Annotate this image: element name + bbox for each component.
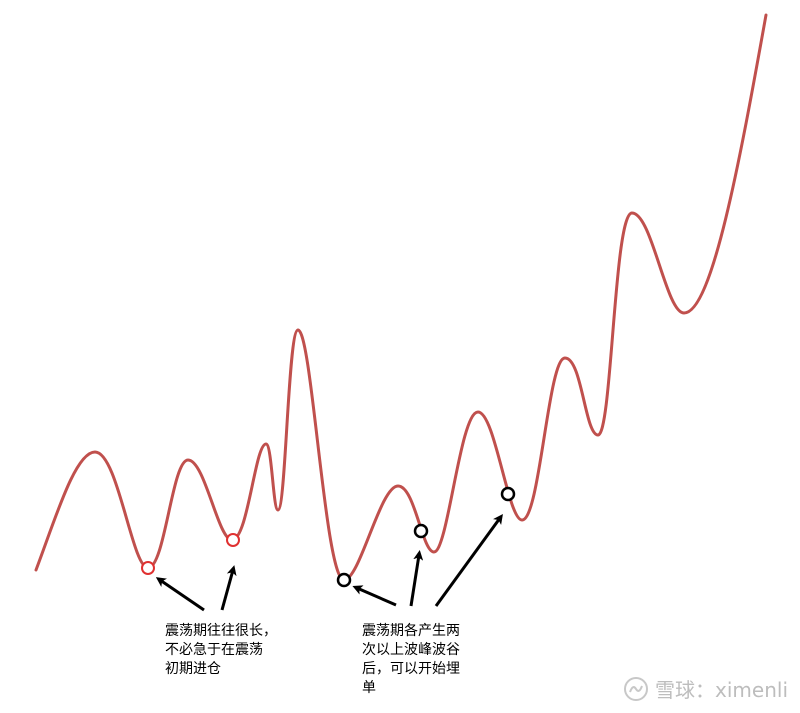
point-buy-1 <box>336 572 352 588</box>
arrow-to-buy-2 <box>409 550 424 607</box>
watermark-text: 雪球：ximenli <box>655 678 788 702</box>
annotation-start-buying: 震荡期各产生两 次以上波峰波谷 后，可以开始埋 单 <box>362 623 460 696</box>
arrow-to-buy-1 <box>352 585 397 607</box>
point-early-low-1 <box>141 561 155 575</box>
arrow-to-low-2 <box>220 565 237 611</box>
arrow-to-buy-3 <box>434 513 503 607</box>
price-curve <box>34 13 768 582</box>
point-buy-3 <box>500 486 516 502</box>
watermark: 雪球：ximenli <box>623 674 788 703</box>
snowball-logo-icon <box>624 676 649 701</box>
point-early-low-2 <box>226 533 240 547</box>
point-buy-2 <box>413 523 429 539</box>
annotation-early-oscillation: 震荡期往往很长， 不必急于在震荡 初期进仓 <box>165 623 277 677</box>
arrow-to-low-1 <box>155 577 205 612</box>
